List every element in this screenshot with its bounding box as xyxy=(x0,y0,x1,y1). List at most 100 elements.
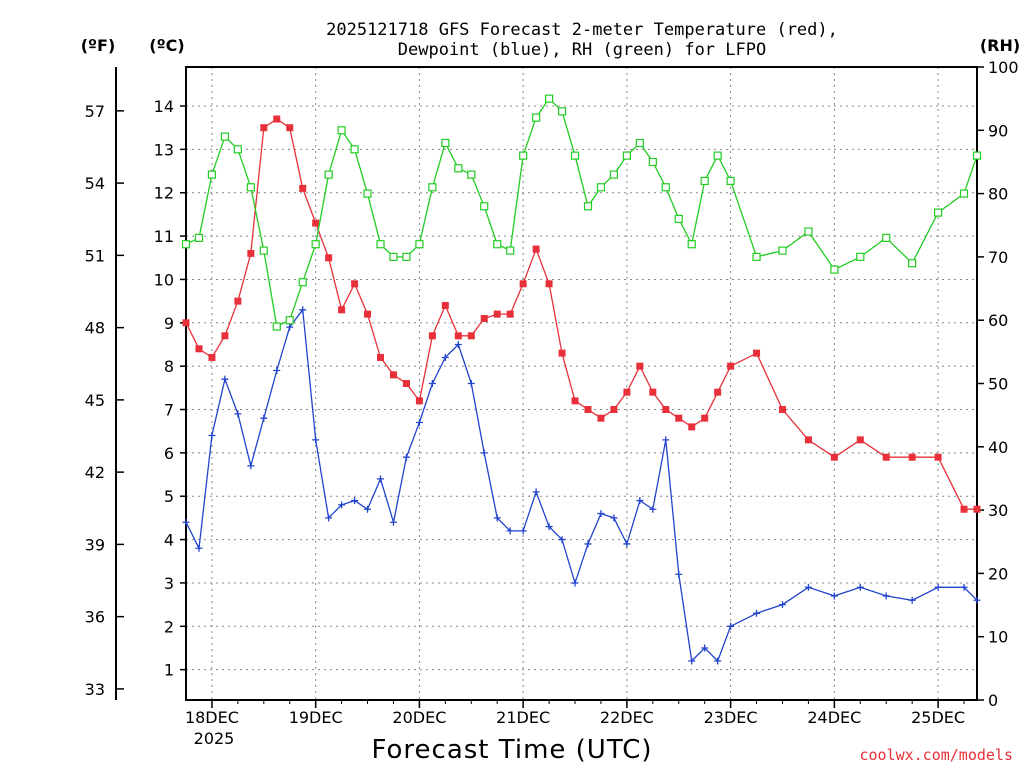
rh-point xyxy=(519,151,528,160)
rh-tick-label: 80 xyxy=(988,185,1008,204)
temperature-point xyxy=(960,505,968,513)
rh-point xyxy=(506,246,515,255)
dewpoint-point xyxy=(312,436,320,444)
rh-point xyxy=(428,183,437,192)
temperature-point xyxy=(649,388,657,396)
dewpoint-point xyxy=(727,622,735,630)
grid-lines xyxy=(186,67,977,700)
rh-point xyxy=(337,126,346,135)
dewpoint-point xyxy=(908,596,916,604)
rh-point xyxy=(959,189,969,198)
dewpoint-point xyxy=(636,497,644,505)
dewpoint-point xyxy=(804,583,812,591)
credit-link[interactable]: coolwx.com/models xyxy=(859,746,1013,764)
temperature-point xyxy=(260,124,268,132)
rh-point xyxy=(246,183,255,192)
celsius-tick-label: 6 xyxy=(164,444,174,463)
plot-frame: 18DEC 19DEC 20DEC 21DEC 22DEC 23DEC 24DEC 25DEC… xyxy=(85,58,1019,727)
dewpoint-point xyxy=(701,644,709,652)
celsius-tick-label: 10 xyxy=(154,270,174,289)
rh-point xyxy=(648,157,657,167)
temperature-point xyxy=(701,414,709,422)
temperature-point xyxy=(830,453,838,461)
rh-point xyxy=(570,151,580,160)
dewpoint-point xyxy=(441,353,449,361)
rh-point xyxy=(609,170,619,179)
rh-point xyxy=(480,202,489,211)
celsius-tick-label: 7 xyxy=(164,401,174,420)
temperature-point xyxy=(441,301,449,309)
fahrenheit-tick-label: 42 xyxy=(85,463,105,482)
dewpoint-point xyxy=(856,583,864,591)
unit-label-celsius: (ºC) xyxy=(149,36,184,55)
rh-tick-label: 0 xyxy=(988,691,998,710)
rh-point xyxy=(493,240,502,249)
temperature-point xyxy=(753,349,761,357)
temperature-point xyxy=(364,310,372,318)
dewpoint-point xyxy=(260,414,268,422)
dewpoint-point xyxy=(714,657,722,665)
temperature-point xyxy=(377,353,385,361)
rh-point xyxy=(830,265,839,274)
celsius-tick-label: 2 xyxy=(164,617,174,636)
temperature-point xyxy=(908,453,916,461)
temperature-point xyxy=(415,397,423,405)
rh-tick-label: 70 xyxy=(988,248,1008,267)
temperature-point xyxy=(934,453,942,461)
temperature-point xyxy=(428,332,436,340)
x-tick-label: 20DEC xyxy=(392,708,446,727)
celsius-tick-label: 11 xyxy=(154,227,174,246)
temperature-point xyxy=(493,310,501,318)
rh-point xyxy=(363,189,372,198)
dewpoint-point xyxy=(753,609,761,617)
temperature-point xyxy=(389,371,397,379)
x-tick-label: 24DEC xyxy=(807,708,861,727)
temperature-point xyxy=(545,280,553,288)
dewpoint-point xyxy=(454,340,462,348)
rh-point xyxy=(661,183,670,192)
fahrenheit-tick-label: 36 xyxy=(85,608,105,627)
temperature-point xyxy=(584,406,592,414)
celsius-tick-label: 1 xyxy=(164,661,174,680)
rh-point xyxy=(583,202,593,211)
dewpoint-point xyxy=(182,518,190,526)
dewpoint-line xyxy=(185,308,978,663)
chart-title-line2: Dewpoint (blue), RH (green) for LFPO xyxy=(398,40,766,60)
dewpoint-point xyxy=(960,583,968,591)
unit-label-rh: (RH) xyxy=(980,36,1020,55)
rh-point xyxy=(726,176,735,186)
dewpoint-point xyxy=(402,453,410,461)
rh-point xyxy=(778,246,787,255)
dewpoint-point xyxy=(467,380,475,387)
rh-point xyxy=(557,107,567,116)
temperature-point xyxy=(312,219,320,227)
rh-point xyxy=(207,170,217,179)
temperature-point xyxy=(325,254,333,262)
rh-point xyxy=(882,233,891,243)
dewpoint-point xyxy=(325,514,333,522)
celsius-tick-label: 12 xyxy=(154,184,174,203)
fahrenheit-tick-label: 48 xyxy=(85,319,105,338)
temperature-point xyxy=(182,319,190,327)
rh-point xyxy=(908,259,917,268)
rh-tick-label: 40 xyxy=(988,438,1008,457)
temperature-point xyxy=(636,362,644,370)
rh-point xyxy=(311,240,320,249)
rh-point xyxy=(350,145,359,154)
dewpoint-point xyxy=(377,475,385,483)
rh-point xyxy=(933,208,943,217)
temperature-point xyxy=(727,362,735,370)
dewpoint-point xyxy=(584,540,592,548)
temperature-point xyxy=(973,505,981,513)
temperature-point xyxy=(662,406,670,414)
rh-point xyxy=(596,183,606,192)
rh-point xyxy=(285,316,294,325)
temperature-point xyxy=(778,406,786,414)
series-layer xyxy=(181,94,982,665)
rh-tick-label: 60 xyxy=(988,311,1008,330)
rh-tick-label: 10 xyxy=(988,628,1008,647)
temperature-point xyxy=(273,115,281,123)
rh-line xyxy=(185,97,978,328)
rh-point xyxy=(972,151,982,160)
unit-label-fahrenheit: (ºF) xyxy=(81,36,116,55)
